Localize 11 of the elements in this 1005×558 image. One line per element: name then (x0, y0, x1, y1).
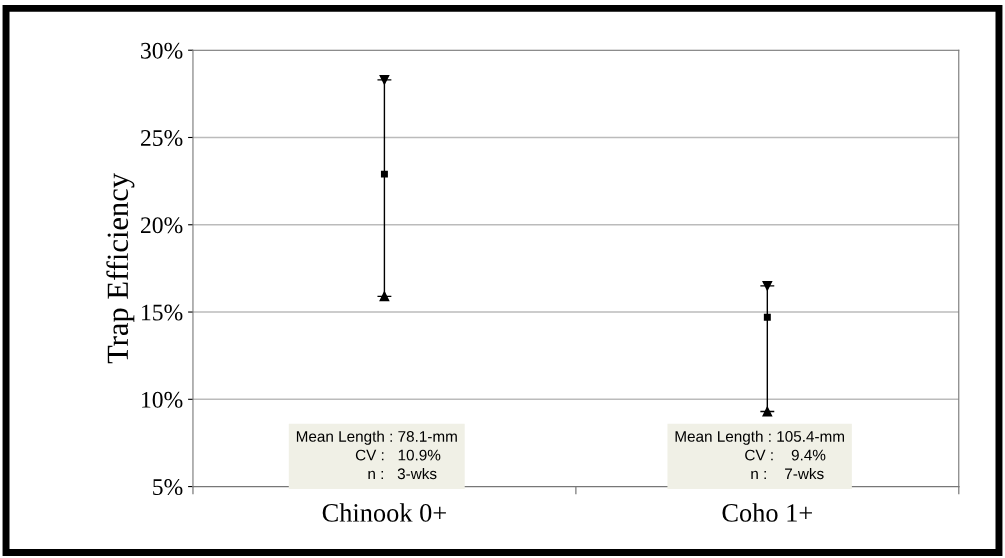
annotation: Mean Length : 105.4-mm CV : 9.4% n : 7-wks (675, 430, 845, 480)
y-tick-label: 10% (142, 391, 183, 408)
y-axis-title: Trap Efficiency (106, 173, 135, 364)
y-tick-label: 5% (153, 479, 183, 496)
y-tick-label: 25% (141, 129, 183, 146)
y-tick-label: 15% (142, 304, 183, 321)
annotation: Mean Length : 78.1-mm CV : 10.9% n : 3-wks (296, 430, 457, 480)
y-tick-label: 30% (141, 42, 183, 59)
x-tick-label: Coho 1+ (722, 503, 812, 522)
y-tick-label: 20% (141, 217, 183, 234)
x-tick-label: Chinook 0+ (322, 503, 446, 522)
